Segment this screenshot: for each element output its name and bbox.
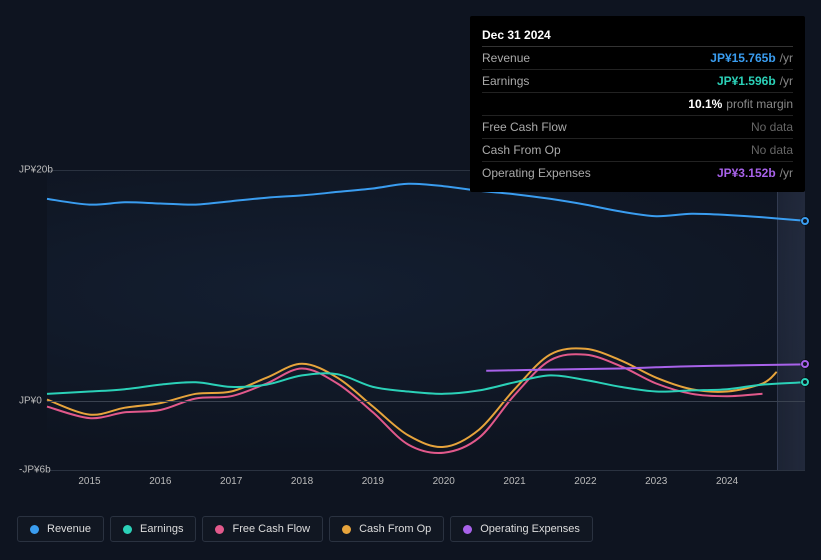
legend-label: Cash From Op — [359, 523, 431, 535]
legend-item-opex[interactable]: Operating Expenses — [450, 516, 593, 542]
legend-label: Operating Expenses — [480, 523, 580, 535]
x-axis-label: 2024 — [716, 476, 738, 487]
legend-swatch — [30, 525, 39, 534]
tooltip-row-value: JP¥1.596b/yr — [717, 74, 793, 88]
y-axis-label: -JP¥6b — [19, 465, 64, 476]
financials-chart[interactable]: JP¥20bJP¥0-JP¥6b 20152016201720182019202… — [17, 160, 805, 480]
grid-line — [47, 401, 805, 402]
tooltip-rows: Revenue JP¥15.765b/yr Earnings JP¥1.596b/yr… — [482, 47, 793, 184]
x-axis-label: 2015 — [78, 476, 100, 487]
tooltip-row-value: 10.1%profit margin — [688, 97, 793, 111]
x-axis-label: 2020 — [433, 476, 455, 487]
x-axis-label: 2016 — [149, 476, 171, 487]
series-cfo — [47, 348, 777, 447]
legend-label: Earnings — [140, 523, 183, 535]
x-axis-label: 2022 — [574, 476, 596, 487]
tooltip-row: Free Cash Flow No data — [482, 116, 793, 139]
chart-plot — [47, 170, 805, 470]
end-marker-revenue — [801, 217, 809, 225]
x-axis-label: 2019 — [362, 476, 384, 487]
tooltip-panel: Dec 31 2024 Revenue JP¥15.765b/yr Earnings… — [470, 16, 805, 192]
legend-item-earnings[interactable]: Earnings — [110, 516, 196, 542]
x-axis-label: 2018 — [291, 476, 313, 487]
tooltip-row-label: Earnings — [482, 74, 529, 88]
tooltip-row: Cash From Op No data — [482, 139, 793, 162]
series-earnings — [47, 373, 805, 394]
legend-swatch — [215, 525, 224, 534]
tooltip-row-label: Free Cash Flow — [482, 120, 567, 134]
chart-legend: Revenue Earnings Free Cash Flow Cash From O… — [17, 516, 593, 542]
x-axis-label: 2023 — [645, 476, 667, 487]
grid-line — [47, 470, 805, 471]
tooltip-row-value: No data — [751, 120, 793, 134]
legend-item-fcf[interactable]: Free Cash Flow — [202, 516, 323, 542]
legend-label: Free Cash Flow — [232, 523, 310, 535]
y-axis-label: JP¥0 — [19, 395, 64, 406]
x-axis-label: 2017 — [220, 476, 242, 487]
tooltip-row-label: Revenue — [482, 51, 530, 65]
legend-swatch — [463, 525, 472, 534]
tooltip-row: Earnings JP¥1.596b/yr — [482, 70, 793, 93]
legend-item-revenue[interactable]: Revenue — [17, 516, 104, 542]
tooltip-row-value: JP¥15.765b/yr — [710, 51, 793, 65]
tooltip-date: Dec 31 2024 — [482, 24, 793, 47]
end-marker-opex — [801, 360, 809, 368]
x-axis-labels: 2015 2016 2017 2018 2019 2020 2021 2022 2023 2024 — [47, 476, 805, 492]
tooltip-row-value: JP¥3.152b/yr — [717, 166, 793, 180]
tooltip-row-label: Operating Expenses — [482, 166, 591, 180]
legend-swatch — [123, 525, 132, 534]
tooltip-row: Operating Expenses JP¥3.152b/yr — [482, 162, 793, 184]
end-marker-earnings — [801, 378, 809, 386]
tooltip-row: 10.1%profit margin — [482, 93, 793, 116]
series-svg — [47, 170, 805, 470]
tooltip-row-value: No data — [751, 143, 793, 157]
tooltip-row-label: Cash From Op — [482, 143, 561, 157]
legend-swatch — [342, 525, 351, 534]
legend-label: Revenue — [47, 523, 91, 535]
tooltip-row: Revenue JP¥15.765b/yr — [482, 47, 793, 70]
x-axis-label: 2021 — [503, 476, 525, 487]
legend-item-cfo[interactable]: Cash From Op — [329, 516, 444, 542]
y-axis-label: JP¥20b — [19, 165, 64, 176]
